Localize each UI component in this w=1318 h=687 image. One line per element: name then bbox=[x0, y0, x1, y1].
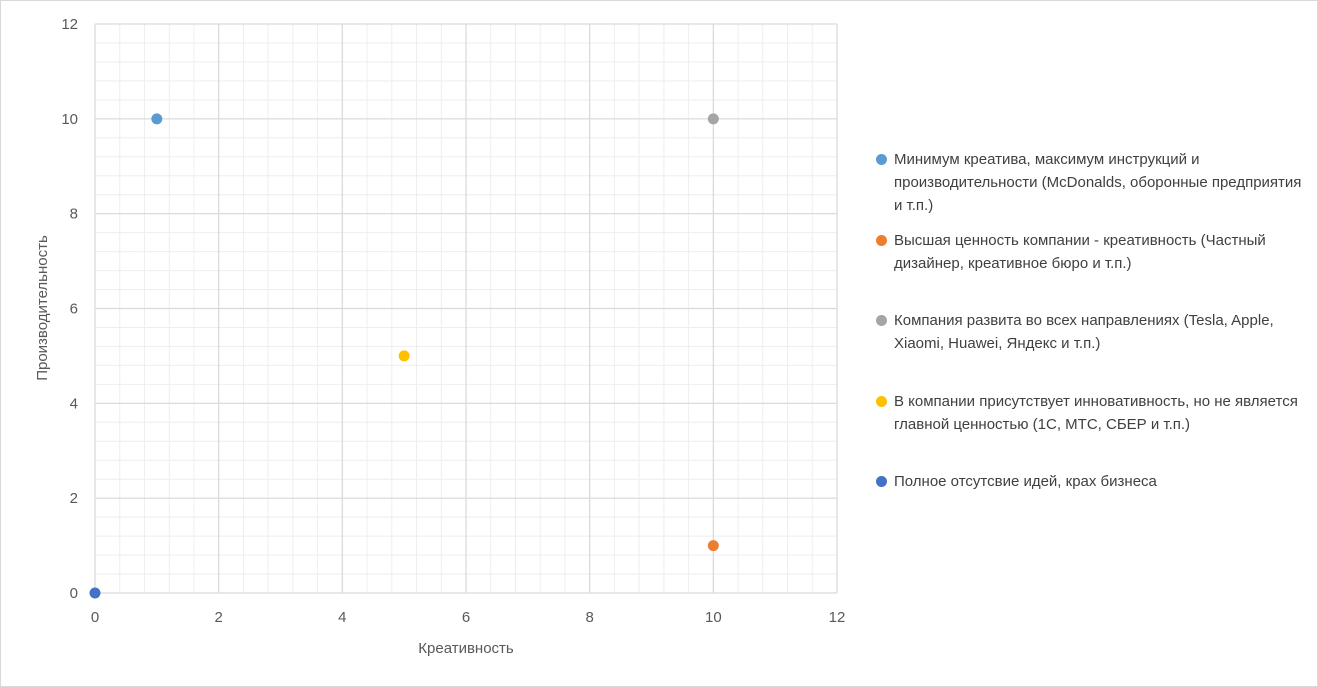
x-tick-label: 10 bbox=[705, 609, 722, 626]
x-tick-label: 4 bbox=[338, 609, 346, 626]
y-tick-label: 12 bbox=[61, 16, 78, 33]
legend-item: Полное отсутсвие идей, крах бизнеса bbox=[876, 472, 1304, 493]
legend-label: Минимум креатива, максимум инструкций и … bbox=[894, 151, 1302, 214]
x-tick-label: 2 bbox=[214, 609, 222, 626]
legend-marker-icon bbox=[876, 476, 887, 487]
legend-item: Компания развита во всех направлениях (T… bbox=[876, 311, 1294, 355]
y-tick-label: 4 bbox=[70, 395, 78, 412]
legend-marker-icon bbox=[876, 154, 887, 165]
x-tick-label: 6 bbox=[462, 609, 470, 626]
y-axis-ticks: 0 2 4 6 8 10 12 bbox=[61, 16, 78, 602]
x-tick-label: 12 bbox=[829, 609, 846, 626]
chart-legend: Минимум креатива, максимум инструкций и … bbox=[876, 0, 1306, 687]
legend-marker-icon bbox=[876, 396, 887, 407]
legend-label: Полное отсутсвие идей, крах бизнеса bbox=[894, 473, 1157, 490]
data-point-series-4 bbox=[398, 350, 410, 362]
major-gridlines bbox=[94, 23, 838, 594]
legend-item: Высшая ценность компании - креативность … bbox=[876, 231, 1294, 275]
y-tick-label: 2 bbox=[70, 490, 78, 507]
data-points bbox=[89, 113, 719, 599]
legend-label: В компании присутствует инновативность, … bbox=[894, 393, 1298, 433]
legend-marker-icon bbox=[876, 235, 887, 246]
y-tick-label: 8 bbox=[70, 206, 78, 223]
y-tick-label: 0 bbox=[70, 585, 78, 602]
legend-label: Компания развита во всех направлениях (T… bbox=[894, 312, 1274, 352]
legend-label: Высшая ценность компании - креативность … bbox=[894, 232, 1266, 272]
y-axis-title: Производительность bbox=[34, 235, 51, 381]
data-point-series-2 bbox=[707, 540, 719, 552]
data-point-series-1 bbox=[151, 113, 163, 125]
x-axis-ticks: 0 2 4 6 8 10 12 bbox=[91, 609, 846, 626]
legend-item: Минимум креатива, максимум инструкций и … bbox=[876, 150, 1304, 217]
y-tick-label: 10 bbox=[61, 111, 78, 128]
data-point-series-5 bbox=[89, 587, 101, 599]
data-point-series-3 bbox=[707, 113, 719, 125]
y-tick-label: 6 bbox=[70, 301, 78, 318]
x-axis-title: Креативность bbox=[418, 640, 514, 657]
legend-item: В компании присутствует инновативность, … bbox=[876, 392, 1304, 436]
x-tick-label: 8 bbox=[585, 609, 593, 626]
x-tick-label: 0 bbox=[91, 609, 99, 626]
legend-marker-icon bbox=[876, 315, 887, 326]
